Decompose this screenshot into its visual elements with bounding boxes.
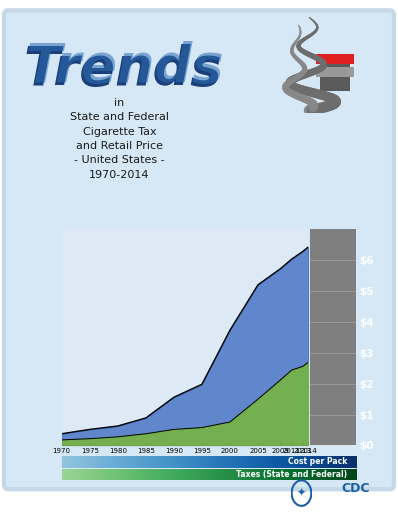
Text: Trends: Trends bbox=[26, 41, 224, 93]
Text: in
State and Federal
Cigarette Tax
and Retail Price
- United States -
1970-2014: in State and Federal Cigarette Tax and R… bbox=[70, 98, 169, 180]
Text: Trends: Trends bbox=[24, 44, 222, 96]
Text: Cost per Pack: Cost per Pack bbox=[288, 457, 347, 467]
Text: ✦: ✦ bbox=[297, 488, 306, 498]
Text: CDC: CDC bbox=[341, 483, 370, 495]
Text: Taxes (State and Federal): Taxes (State and Federal) bbox=[236, 470, 347, 479]
